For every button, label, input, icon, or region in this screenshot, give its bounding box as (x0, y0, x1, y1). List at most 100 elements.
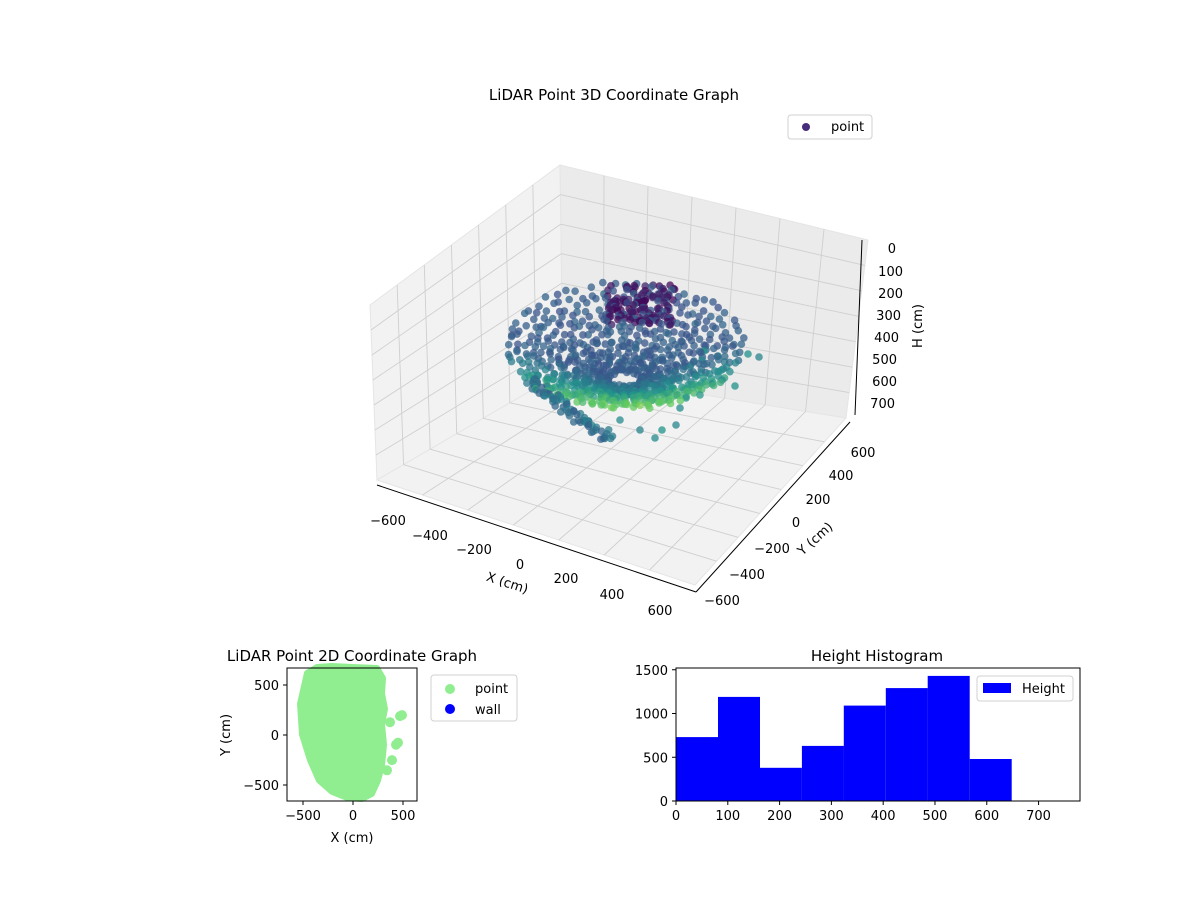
x-ticks-3d: −600 −400 −200 0 200 400 600 (370, 514, 672, 619)
data-point (565, 412, 574, 420)
z-ticks-3d: 0 100 200 300 400 500 600 700 (870, 242, 903, 412)
x-axis-label-2d: X (cm) (331, 831, 374, 846)
grid-line (483, 417, 782, 491)
data-point (562, 286, 570, 295)
data-point (573, 301, 581, 310)
data-point (549, 331, 558, 340)
data-point (632, 345, 640, 353)
x-tick-label: −200 (456, 543, 492, 558)
data-point (663, 359, 671, 368)
data-point (594, 324, 603, 332)
point-region (297, 663, 388, 802)
data-point (579, 349, 588, 358)
z-axis-label-3d: H (cm) (911, 304, 926, 348)
grid-line (371, 223, 562, 356)
histogram-bar (759, 767, 802, 802)
data-point (569, 418, 578, 426)
data-point (595, 306, 604, 314)
data-point (695, 312, 703, 321)
x-tick-label: 700 (1026, 809, 1051, 824)
data-point (675, 376, 683, 385)
data-point (599, 278, 607, 287)
histogram-legend-swatch (983, 683, 1011, 693)
data-point (647, 283, 655, 291)
histogram-y-ticks: 0 500 1000 1500 (635, 664, 676, 810)
data-point (646, 404, 654, 413)
data-point (715, 315, 724, 323)
data-point (731, 382, 739, 390)
grid-line (430, 448, 739, 538)
data-point (731, 359, 740, 367)
data-point (546, 350, 554, 358)
data-point (744, 350, 752, 358)
data-point (709, 344, 718, 353)
histogram-bar (927, 675, 970, 801)
data-point (550, 299, 558, 308)
legend-3d-box (787, 114, 873, 140)
histogram-bar (718, 696, 760, 801)
data-point (556, 345, 565, 354)
data-point (532, 309, 541, 317)
grid-line (373, 282, 562, 406)
data-point (682, 373, 691, 381)
data-point (578, 398, 587, 407)
data-point (676, 309, 684, 317)
data-point (701, 324, 709, 333)
data-point (659, 338, 668, 347)
data-point (570, 324, 579, 332)
data-point (385, 717, 395, 728)
data-point (532, 323, 540, 332)
data-point (615, 343, 623, 352)
y-tick-label: 400 (829, 469, 854, 484)
data-point (711, 324, 720, 333)
data-point (530, 315, 538, 324)
data-point (684, 311, 692, 319)
grid-line (450, 244, 458, 434)
y-tick-label: −400 (729, 568, 765, 583)
histogram-frame (675, 667, 1081, 802)
data-point (702, 317, 711, 326)
data-point (646, 330, 655, 338)
x-axis-label-3d: X (cm) (484, 570, 530, 598)
grid-line (649, 411, 806, 571)
data-point (720, 346, 729, 354)
grid-line (513, 391, 685, 526)
data-point (623, 400, 631, 409)
grid-line (560, 194, 865, 266)
z-tick-label: 700 (870, 397, 895, 412)
histogram-title: Height Histogram (811, 647, 943, 665)
data-point (541, 392, 549, 400)
grid-line (396, 284, 405, 465)
data-point (579, 331, 587, 339)
data-point (629, 403, 638, 411)
data-point (707, 353, 716, 362)
y-tick-label: 500 (643, 751, 668, 766)
data-point (678, 303, 686, 311)
histogram-legend-label: Height (1022, 682, 1065, 697)
data-point (523, 352, 532, 361)
z-tick-label: 200 (878, 287, 903, 302)
x-tick-label: −600 (370, 514, 406, 529)
grid-line (374, 312, 563, 431)
y-axis-label-3d: Y (cm) (794, 520, 836, 560)
data-point (597, 435, 605, 444)
data-point (518, 359, 527, 368)
histogram-bar (969, 759, 1012, 801)
y-tick-label: 500 (254, 679, 279, 694)
data-point (573, 398, 581, 406)
data-point (680, 342, 688, 350)
data-point (616, 416, 624, 424)
grid-line (558, 397, 726, 541)
data-point (695, 335, 704, 344)
y-tick-label: −600 (704, 594, 740, 609)
data-point (541, 365, 550, 374)
z-tick-label: 300 (876, 309, 901, 324)
data-point (516, 367, 525, 376)
data-point (604, 330, 612, 339)
x-tick-label: 600 (974, 809, 999, 824)
data-point (690, 341, 698, 350)
data-point (576, 418, 585, 427)
data-point (593, 339, 601, 348)
grid-line (456, 433, 760, 514)
grid-line (372, 253, 562, 381)
